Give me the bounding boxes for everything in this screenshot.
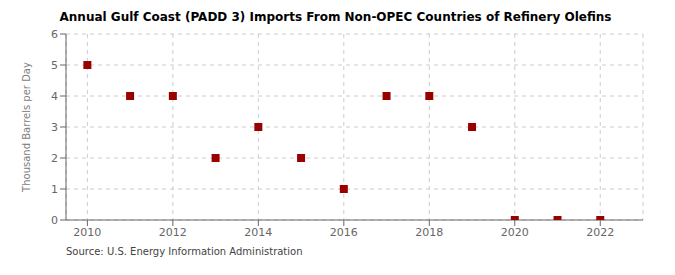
html-text:Source: U.S. Energy Informatio: Source: U.S. Energy Information Administ… bbox=[66, 246, 303, 257]
svg-text:2012: 2012 bbox=[159, 226, 187, 239]
svg-text:2014: 2014 bbox=[244, 226, 272, 239]
svg-text:2022: 2022 bbox=[586, 226, 614, 239]
svg-text:2010: 2010 bbox=[73, 226, 101, 239]
svg-text:Thousand Barrels per Day: Thousand Barrels per Day bbox=[21, 62, 32, 193]
svg-text:2020: 2020 bbox=[501, 226, 529, 239]
svg-text:4: 4 bbox=[51, 90, 58, 103]
svg-text:5: 5 bbox=[51, 59, 58, 72]
svg-text:3: 3 bbox=[51, 121, 58, 134]
svg-text:2016: 2016 bbox=[330, 226, 358, 239]
svg-text:1: 1 bbox=[51, 183, 58, 196]
svg-text:2: 2 bbox=[51, 152, 58, 165]
svg-text:2018: 2018 bbox=[415, 226, 443, 239]
svg-text:6: 6 bbox=[51, 28, 58, 41]
html-text:Annual Gulf Coast (PADD 3) Imp: Annual Gulf Coast (PADD 3) Imports From … bbox=[59, 10, 612, 24]
svg-text:0: 0 bbox=[51, 214, 58, 227]
